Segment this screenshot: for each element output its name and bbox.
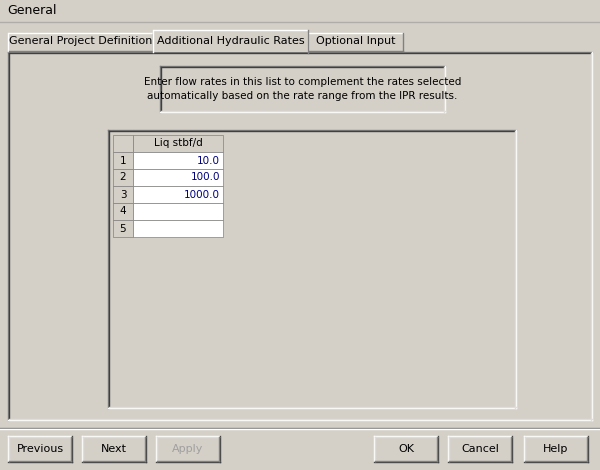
Bar xyxy=(153,28,308,52)
Text: Previous: Previous xyxy=(16,444,64,454)
Bar xyxy=(8,436,72,462)
Text: Help: Help xyxy=(544,444,569,454)
Bar xyxy=(8,52,592,420)
Bar xyxy=(133,169,223,186)
Bar xyxy=(524,436,588,462)
Text: Optional Input: Optional Input xyxy=(316,36,395,46)
Text: 2: 2 xyxy=(119,172,127,182)
Text: General: General xyxy=(7,5,56,17)
Bar xyxy=(160,66,445,112)
Text: 5: 5 xyxy=(119,224,127,234)
Text: Cancel: Cancel xyxy=(461,444,499,454)
Bar xyxy=(133,186,223,203)
Bar xyxy=(108,130,516,408)
Text: Additional Hydraulic Rates: Additional Hydraulic Rates xyxy=(157,36,304,46)
Text: 1: 1 xyxy=(119,156,127,165)
Text: 3: 3 xyxy=(119,189,127,199)
Bar xyxy=(156,436,220,462)
Text: OK: OK xyxy=(398,444,414,454)
Text: 1000.0: 1000.0 xyxy=(184,189,220,199)
Text: Liq stbf/d: Liq stbf/d xyxy=(154,139,202,149)
Bar xyxy=(133,135,223,152)
Bar xyxy=(113,135,133,152)
Bar xyxy=(113,169,133,186)
Bar xyxy=(0,430,600,470)
Bar xyxy=(448,436,512,462)
Bar xyxy=(113,220,133,237)
Text: 100.0: 100.0 xyxy=(191,172,220,182)
Bar xyxy=(133,220,223,237)
Bar xyxy=(82,436,146,462)
Bar xyxy=(8,31,153,51)
Text: 10.0: 10.0 xyxy=(197,156,220,165)
Bar xyxy=(113,152,133,169)
Bar xyxy=(113,203,133,220)
Text: Next: Next xyxy=(101,444,127,454)
Bar xyxy=(133,203,223,220)
Text: Apply: Apply xyxy=(172,444,203,454)
Bar xyxy=(0,0,600,22)
Bar xyxy=(113,186,133,203)
Text: Enter flow rates in this list to complement the rates selected
automatically bas: Enter flow rates in this list to complem… xyxy=(144,77,461,101)
Bar xyxy=(374,436,438,462)
Text: General Project Definition: General Project Definition xyxy=(9,36,152,46)
Bar xyxy=(308,31,403,51)
Bar xyxy=(133,152,223,169)
Text: 4: 4 xyxy=(119,206,127,217)
